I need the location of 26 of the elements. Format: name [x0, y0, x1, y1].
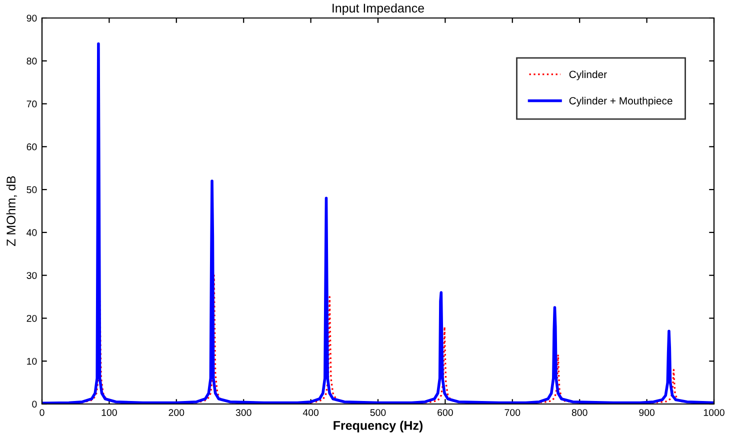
- legend-label: Cylinder + Mouthpiece: [569, 96, 672, 107]
- x-tick-label: 900: [639, 409, 655, 416]
- x-tick-label: 700: [504, 409, 520, 416]
- y-tick-label: 70: [26, 100, 37, 108]
- x-tick-label: 300: [236, 409, 252, 416]
- legend-label: Cylinder: [569, 70, 607, 80]
- y-tick-label: 50: [26, 186, 37, 194]
- x-tick-label: 600: [438, 409, 453, 416]
- y-axis-title: Z MOhm, dB: [6, 176, 17, 246]
- y-tick-label: 40: [26, 229, 37, 236]
- x-tick-label: 400: [302, 409, 319, 416]
- x-tick-label: 800: [572, 409, 588, 416]
- y-tick-label: 80: [26, 58, 37, 65]
- x-tick-label: 100: [102, 409, 117, 416]
- x-axis-title: Frequency (Hz): [334, 420, 423, 432]
- y-tick-label: 10: [27, 358, 37, 365]
- y-tick-label: 30: [26, 272, 37, 279]
- y-tick-label: 20: [26, 314, 37, 322]
- x-tick-label: 200: [168, 409, 184, 416]
- y-tick-label: 90: [26, 14, 37, 22]
- x-tick-label: 500: [370, 409, 386, 416]
- x-tick-label: 1000: [704, 409, 724, 416]
- x-tick-label: 0: [40, 409, 44, 416]
- y-tick-label: 0: [32, 400, 37, 408]
- chart-title: Input Impedance: [332, 3, 424, 16]
- y-tick-label: 60: [26, 143, 37, 150]
